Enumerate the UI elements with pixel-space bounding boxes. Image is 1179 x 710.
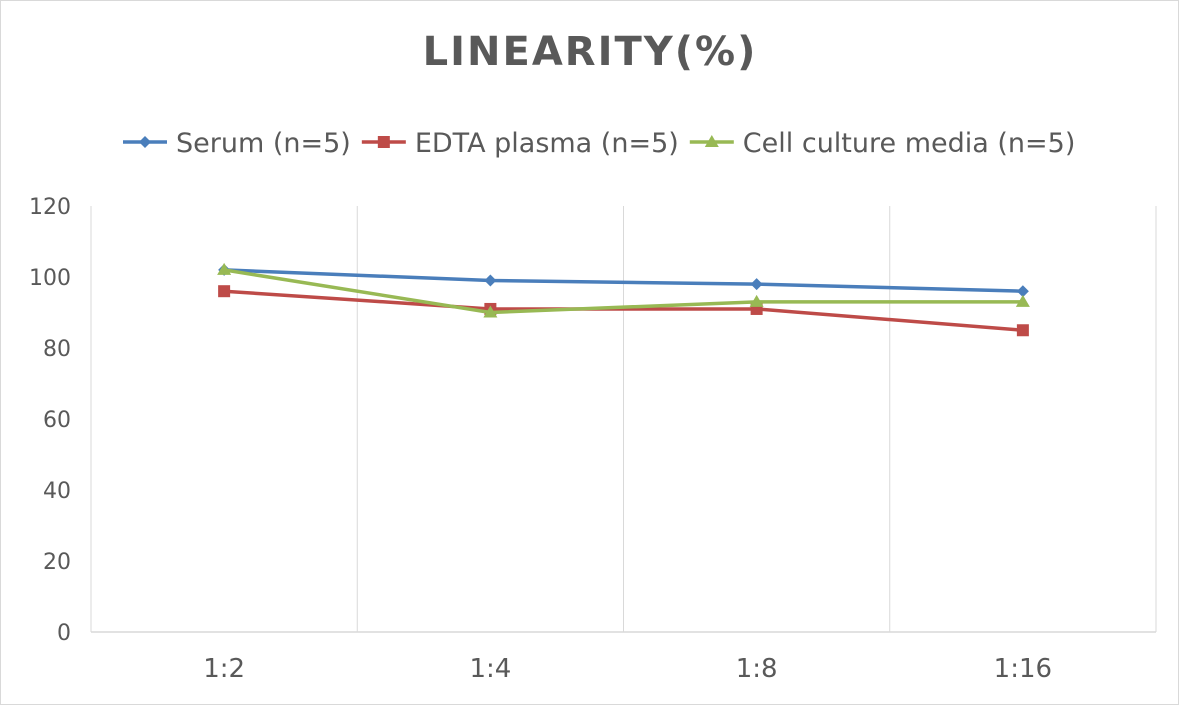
diamond-marker <box>484 274 497 287</box>
x-tick-label: 1:2 <box>203 654 245 684</box>
series-line <box>223 268 1023 315</box>
triangle-marker <box>749 294 764 307</box>
y-tick-label: 40 <box>43 479 71 504</box>
gridlines <box>90 206 1157 633</box>
diamond-marker <box>750 278 763 291</box>
chart-title: LINEARITY(%) <box>423 29 758 75</box>
x-axis-ticks: 1:2 1:4 1:8 1:16 <box>203 654 1052 684</box>
diamond-marker <box>1016 285 1029 298</box>
y-tick-label: 100 <box>29 266 71 291</box>
y-tick-label: 120 <box>29 195 71 220</box>
legend-label: Serum (n=5) <box>176 128 351 159</box>
square-marker <box>218 285 231 298</box>
x-tick-label: 1:16 <box>994 654 1052 684</box>
legend-item: Serum (n=5) <box>123 128 351 159</box>
y-tick-label: 60 <box>43 408 71 433</box>
series-group <box>217 262 1030 337</box>
y-tick-label: 20 <box>43 550 71 575</box>
x-tick-label: 1:4 <box>469 654 511 684</box>
legend-label: Cell culture media (n=5) <box>743 128 1076 159</box>
series-line <box>224 289 1024 332</box>
y-axis-ticks: 0 20 40 60 80 100 120 <box>29 195 71 646</box>
legend-label: EDTA plasma (n=5) <box>415 128 679 159</box>
series-line <box>224 268 1023 293</box>
legend-item: EDTA plasma (n=5) <box>361 128 679 159</box>
triangle-marker <box>1015 294 1030 307</box>
triangle-marker <box>483 305 498 318</box>
square-marker <box>1016 324 1029 337</box>
legend-item: Cell culture media (n=5) <box>689 128 1076 159</box>
square-marker <box>377 136 390 148</box>
triangle-marker <box>704 135 719 147</box>
diamond-marker <box>139 136 151 148</box>
triangle-marker <box>217 262 232 275</box>
y-tick-label: 0 <box>57 621 71 646</box>
x-tick-label: 1:8 <box>736 654 778 684</box>
series-2 <box>217 262 1030 318</box>
y-tick-label: 80 <box>43 337 71 362</box>
legend: Serum (n=5) EDTA plasma (n=5) Cell culture… <box>123 128 1075 159</box>
